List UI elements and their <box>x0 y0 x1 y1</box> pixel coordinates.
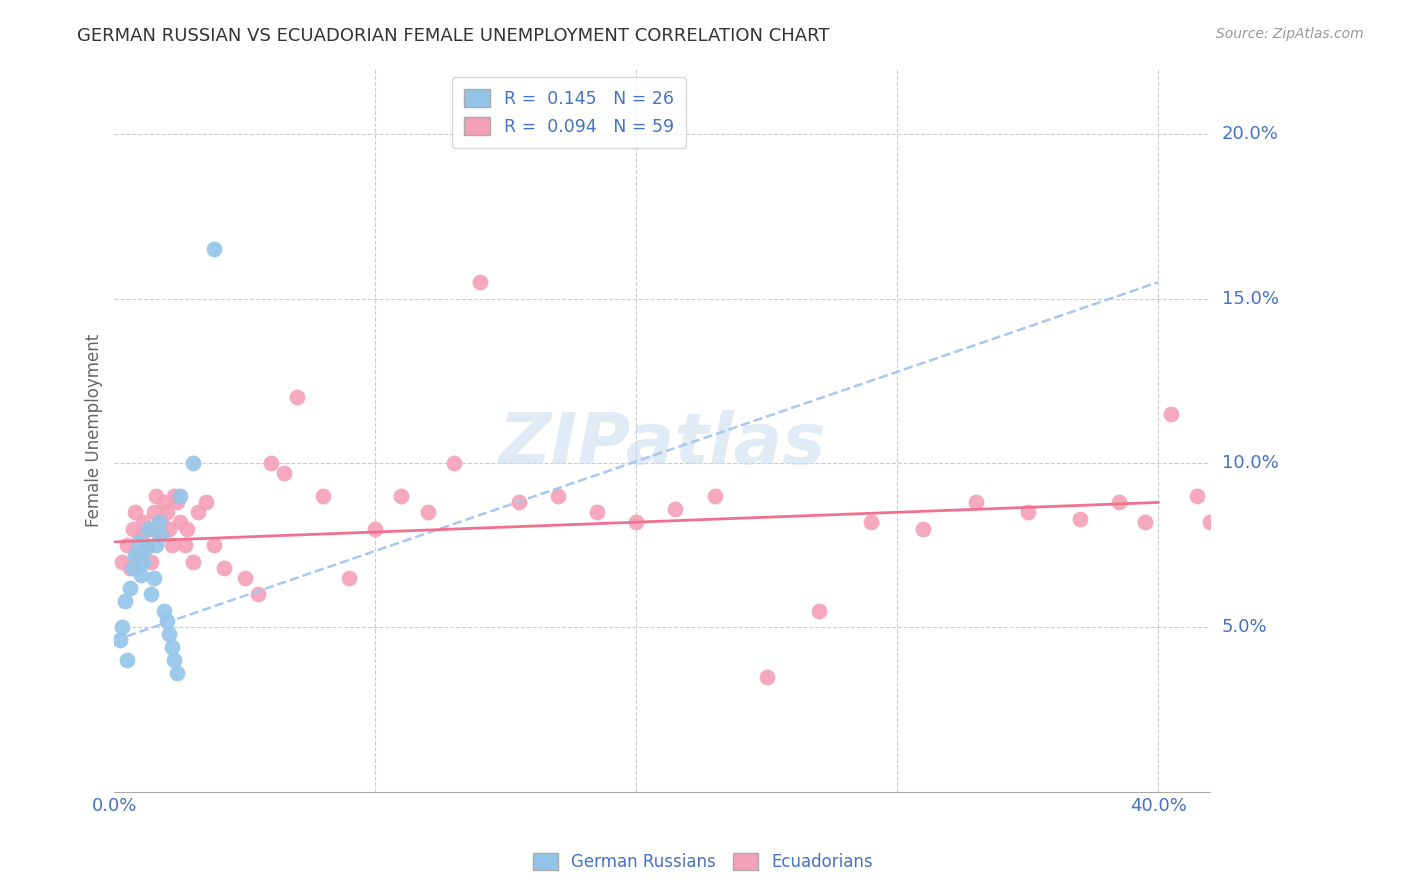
Point <box>129 567 152 582</box>
Point <box>1017 505 1039 519</box>
Point <box>169 515 191 529</box>
Point <box>117 538 139 552</box>
Point <box>111 620 134 634</box>
Point <box>129 528 152 542</box>
Point <box>176 522 198 536</box>
Point <box>163 653 186 667</box>
Point <box>155 614 177 628</box>
Point <box>337 571 360 585</box>
Point <box>153 495 176 509</box>
Point <box>120 561 142 575</box>
Point <box>194 495 217 509</box>
Point <box>1160 407 1182 421</box>
Legend: German Russians, Ecuadorians: German Russians, Ecuadorians <box>524 845 882 880</box>
Point <box>912 522 935 536</box>
Point <box>150 528 173 542</box>
Point <box>364 522 387 536</box>
Point <box>148 515 170 529</box>
Text: 20.0%: 20.0% <box>1222 125 1278 144</box>
Point <box>246 587 269 601</box>
Point <box>163 489 186 503</box>
Point <box>285 390 308 404</box>
Point <box>114 594 136 608</box>
Point <box>1187 489 1209 503</box>
Point <box>664 502 686 516</box>
Point <box>260 456 283 470</box>
Point <box>312 489 335 503</box>
Point <box>202 538 225 552</box>
Point <box>508 495 530 509</box>
Point <box>273 466 295 480</box>
Text: 5.0%: 5.0% <box>1222 618 1267 636</box>
Point <box>150 515 173 529</box>
Point <box>148 528 170 542</box>
Text: 15.0%: 15.0% <box>1222 290 1278 308</box>
Point <box>468 275 491 289</box>
Point <box>121 561 143 575</box>
Point <box>135 538 157 552</box>
Point <box>166 666 188 681</box>
Point <box>160 538 183 552</box>
Text: Source: ZipAtlas.com: Source: ZipAtlas.com <box>1216 27 1364 41</box>
Point <box>626 515 648 529</box>
Text: GERMAN RUSSIAN VS ECUADORIAN FEMALE UNEMPLOYMENT CORRELATION CHART: GERMAN RUSSIAN VS ECUADORIAN FEMALE UNEM… <box>77 27 830 45</box>
Point <box>145 489 167 503</box>
Point <box>1069 512 1091 526</box>
Point <box>166 495 188 509</box>
Point <box>181 456 204 470</box>
Point <box>132 555 155 569</box>
Point <box>111 555 134 569</box>
Point <box>138 522 160 536</box>
Point <box>1133 515 1156 529</box>
Point <box>391 489 413 503</box>
Point <box>169 489 191 503</box>
Point <box>142 505 165 519</box>
Point <box>155 505 177 519</box>
Point <box>547 489 569 503</box>
Point <box>132 515 155 529</box>
Point <box>703 489 725 503</box>
Point <box>416 505 439 519</box>
Point <box>127 548 149 562</box>
Point <box>173 538 195 552</box>
Point <box>860 515 883 529</box>
Point <box>181 555 204 569</box>
Point <box>965 495 987 509</box>
Point <box>202 243 225 257</box>
Point <box>139 555 162 569</box>
Point <box>807 604 830 618</box>
Point <box>117 653 139 667</box>
Point <box>124 505 146 519</box>
Point <box>157 627 180 641</box>
Text: 10.0%: 10.0% <box>1222 454 1278 472</box>
Point <box>145 538 167 552</box>
Point <box>135 541 157 556</box>
Point <box>139 587 162 601</box>
Point <box>443 456 465 470</box>
Point <box>108 633 131 648</box>
Point <box>127 534 149 549</box>
Point <box>1108 495 1130 509</box>
Point <box>138 522 160 536</box>
Y-axis label: Female Unemployment: Female Unemployment <box>86 334 103 527</box>
Point <box>755 670 778 684</box>
Point <box>187 505 209 519</box>
Point <box>233 571 256 585</box>
Point <box>586 505 609 519</box>
Point <box>160 640 183 654</box>
Point <box>153 604 176 618</box>
Point <box>157 522 180 536</box>
Text: ZIPatlas: ZIPatlas <box>499 410 827 479</box>
Point <box>124 548 146 562</box>
Legend: R =  0.145   N = 26, R =  0.094   N = 59: R = 0.145 N = 26, R = 0.094 N = 59 <box>451 78 686 148</box>
Point <box>212 561 235 575</box>
Point <box>1199 515 1222 529</box>
Point <box>121 522 143 536</box>
Point <box>120 581 142 595</box>
Point <box>142 571 165 585</box>
